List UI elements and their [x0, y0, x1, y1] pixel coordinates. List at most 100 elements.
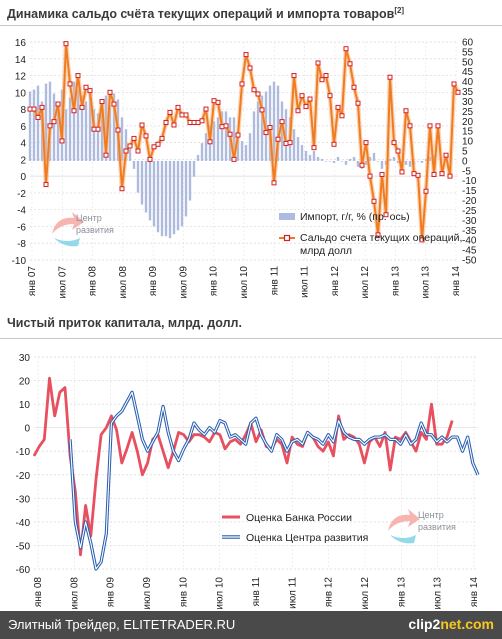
chart1-bar: [272, 81, 276, 161]
chart2-x-tick-label: янв 09: [106, 577, 117, 608]
clip2net-logo[interactable]: clip2net.com: [408, 616, 494, 632]
chart1-right-tick-label: -45: [462, 246, 477, 257]
chart1-bar: [92, 109, 96, 161]
chart1-bar: [404, 160, 408, 165]
chart1-right-tick-label: -40: [462, 236, 477, 247]
chart2-y-tick-label: 30: [19, 353, 31, 364]
chart2-y-tick-label: -40: [16, 518, 31, 529]
chart1-left-tick-label: 12: [15, 72, 27, 83]
chart1-line-point: [243, 52, 249, 58]
chart1-line-point: [435, 123, 441, 129]
chart1-x-ticks: янв 07 июл 07 янв 08 июл 08 янв 09 июл 09 янв …: [27, 266, 462, 299]
chart2-x-tick-label: июл 08: [69, 577, 80, 610]
chart1-line-point: [107, 89, 113, 95]
chart1-line-point: [95, 126, 101, 132]
chart1-line-point: [223, 123, 229, 129]
chart1-line-point: [367, 173, 373, 179]
chart1-line-point: [79, 104, 85, 110]
chart1-right-tick-label: -10: [462, 176, 477, 187]
chart1-line-point: [75, 73, 81, 79]
chart1-bar: [328, 160, 332, 162]
chart1-x-tick-label: июл 13: [421, 266, 432, 299]
chart1-bar: [260, 95, 264, 161]
chart1-right-tick-label: -30: [462, 216, 477, 227]
chart1-line-point: [207, 139, 213, 145]
chart1-line-point: [43, 182, 49, 188]
chart1-bar: [68, 97, 72, 161]
chart1-line-point: [159, 135, 165, 141]
chart1-bar: [420, 160, 424, 163]
chart1-line-point: [415, 172, 421, 178]
chart1-bar: [388, 158, 392, 161]
chart1-line-point: [359, 162, 365, 168]
chart1-bar: [212, 121, 216, 161]
chart1-bar: [356, 160, 360, 167]
chart1-x-tick-label: янв 11: [269, 266, 280, 296]
chart1-bar: [148, 160, 152, 221]
chart1-bar: [132, 160, 136, 169]
chart1-x-tick-label: янв 13: [390, 266, 401, 297]
chart1-bar: [188, 160, 192, 201]
footer-site-text[interactable]: Элитный Трейдер, ELITETRADER.RU: [8, 617, 236, 632]
chart1-title-rule: [0, 25, 502, 26]
chart2-x-tick-label: июл 13: [433, 577, 444, 610]
chart1-right-tick-label: 20: [462, 117, 474, 128]
chart1-left-tick-label: 16: [15, 38, 27, 49]
chart1-line-point: [287, 140, 293, 146]
chart2-legend: Оценка Банка России Оценка Центра развит…: [222, 512, 368, 544]
chart1-line-point: [391, 140, 397, 146]
chart2-title-rule: [0, 338, 502, 339]
chart1-line-point: [279, 119, 285, 125]
chart1-right-tick-label: 5: [462, 147, 468, 158]
chart1-bar: [336, 156, 340, 161]
chart1-line-point: [347, 61, 353, 67]
legend-bar-swatch: [279, 213, 295, 220]
chart1-bar: [240, 141, 244, 161]
chart1-line-point: [175, 104, 181, 110]
chart1-x-tick-label: июл 09: [178, 266, 189, 299]
chart1-bar: [28, 91, 32, 161]
chart1-right-tick-label: -5: [462, 166, 471, 177]
legend2-blue-label: Оценка Центра развития: [246, 532, 368, 544]
chart1-line-point: [443, 152, 449, 158]
chart1-right-tick-label: -25: [462, 206, 477, 217]
chart1-right-tick-label: -35: [462, 226, 477, 237]
chart1-bar: [72, 81, 76, 161]
watermark2-line1: Центр: [418, 510, 444, 520]
chart1-line-point: [315, 60, 321, 66]
chart1-line-point: [379, 171, 385, 177]
chart1-x-tick-label: июл 10: [239, 266, 250, 299]
chart1-right-tick-label: 60: [462, 38, 474, 49]
chart2-x-tick-label: янв 08: [33, 577, 44, 608]
chart1-bar: [232, 117, 236, 161]
chart1-bar: [32, 89, 36, 161]
chart1-line-point: [39, 104, 45, 110]
chart1-line-point: [67, 81, 73, 87]
chart1-bar: [276, 85, 280, 161]
chart1-line-point: [87, 88, 93, 94]
chart1-bar: [324, 160, 328, 162]
chart1-line-point: [291, 73, 297, 79]
chart1-line-point: [151, 144, 157, 150]
chart1-line-point: [263, 130, 269, 136]
chart1-line-point: [399, 169, 405, 175]
chart1-left-tick-label: 0: [20, 172, 26, 183]
chart2-x-tick-label: июл 09: [142, 577, 153, 610]
chart1-line-point: [267, 125, 273, 131]
footer-bar: Элитный Трейдер, ELITETRADER.RU clip2net…: [0, 611, 502, 639]
chart1-line-point: [419, 237, 425, 243]
chart1-bar: [84, 101, 88, 161]
chart1-x-tick-label: июл 11: [300, 266, 311, 298]
chart1-line-point: [439, 171, 445, 177]
chart1-grid: [30, 41, 458, 261]
chart1-line-point: [187, 119, 193, 125]
chart1-x-tick-label: июл 07: [57, 266, 68, 299]
chart1-bar: [352, 156, 356, 161]
chart2-x-tick-label: янв 13: [396, 577, 407, 608]
chart1-line-point: [239, 81, 245, 87]
chart1-line-point: [195, 119, 201, 125]
chart1-line-point: [275, 136, 281, 142]
chart1-right-tick-label: 25: [462, 107, 474, 118]
chart1-right-ticks: -50-45-40-35-30-25-20-15-10-505101520253…: [462, 38, 477, 267]
